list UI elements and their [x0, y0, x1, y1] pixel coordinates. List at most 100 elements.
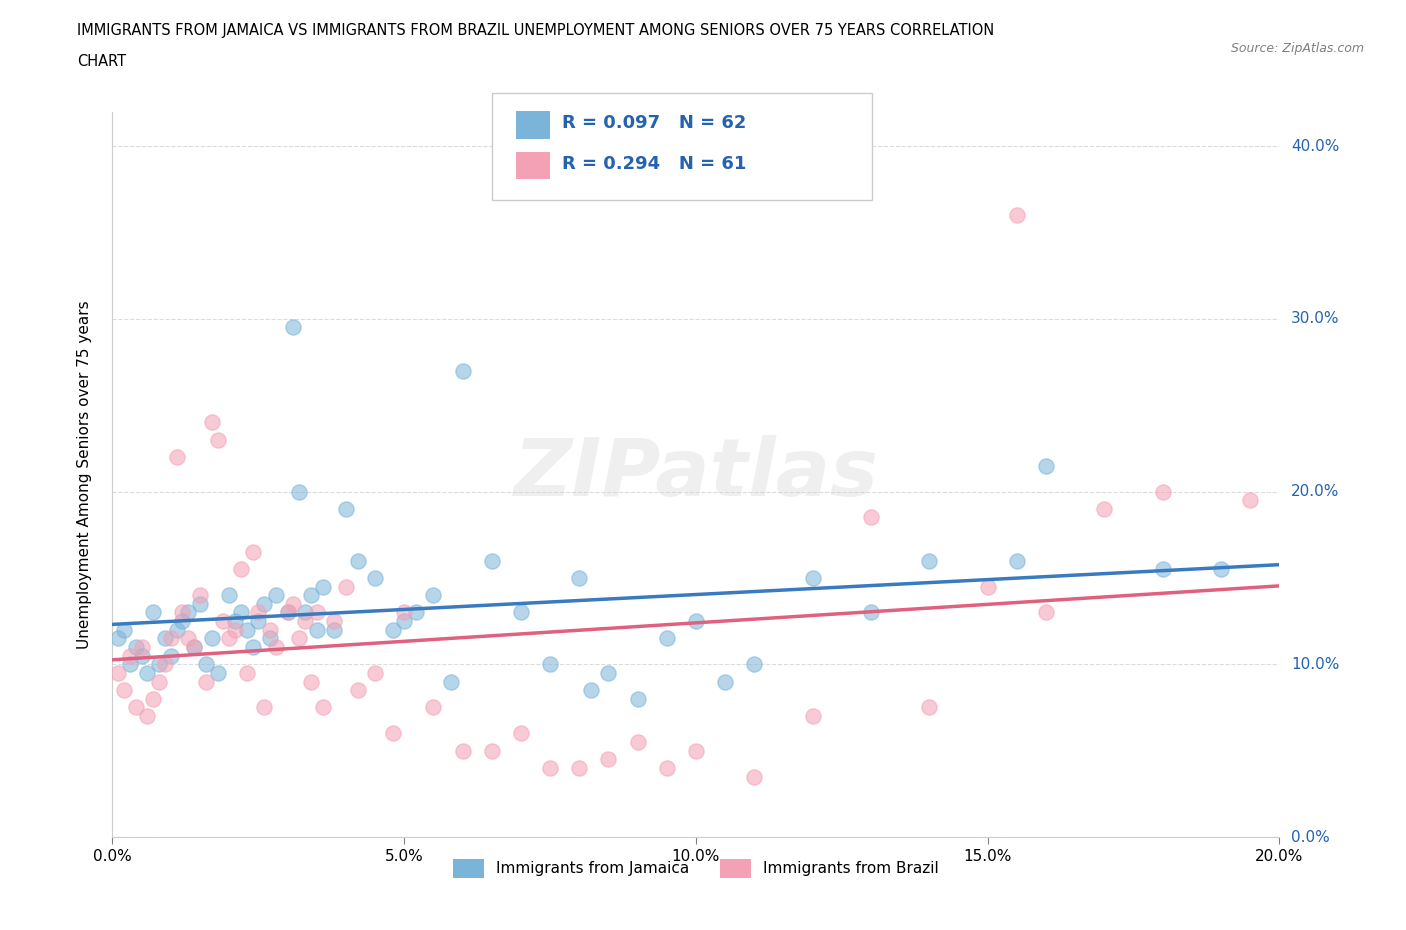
- Point: [253, 596, 276, 611]
- Point: [305, 622, 328, 637]
- Point: [183, 640, 205, 655]
- Point: [422, 588, 444, 603]
- Point: [242, 545, 264, 560]
- Point: [481, 553, 503, 568]
- Point: [1239, 493, 1261, 508]
- Point: [224, 614, 246, 629]
- Point: [323, 614, 346, 629]
- Point: [1209, 562, 1232, 577]
- Point: [405, 605, 427, 620]
- Point: [346, 553, 368, 568]
- Point: [714, 674, 737, 689]
- Point: [172, 614, 194, 629]
- Point: [451, 743, 474, 758]
- Point: [247, 614, 270, 629]
- Point: [112, 622, 135, 637]
- Point: [579, 683, 602, 698]
- Point: [655, 631, 678, 645]
- Point: [299, 588, 322, 603]
- Point: [311, 700, 333, 715]
- Point: [229, 605, 252, 620]
- Point: [364, 666, 387, 681]
- Text: CHART: CHART: [77, 54, 127, 69]
- Point: [118, 648, 141, 663]
- Point: [166, 449, 188, 464]
- Text: 20.0%: 20.0%: [1291, 485, 1340, 499]
- Point: [627, 691, 650, 706]
- Point: [166, 622, 188, 637]
- Point: [299, 674, 322, 689]
- Point: [131, 640, 153, 655]
- Point: [598, 751, 620, 766]
- Point: [288, 631, 311, 645]
- Point: [1094, 501, 1116, 516]
- Point: [177, 631, 200, 645]
- Point: [235, 666, 257, 681]
- Point: [153, 631, 176, 645]
- Text: 0.0%: 0.0%: [1291, 830, 1330, 844]
- Point: [323, 622, 346, 637]
- Point: [276, 605, 298, 620]
- Point: [125, 640, 148, 655]
- Point: [264, 640, 287, 655]
- Point: [183, 640, 205, 655]
- Point: [118, 657, 141, 671]
- Point: [201, 415, 224, 430]
- Point: [655, 761, 678, 776]
- Point: [177, 605, 200, 620]
- Point: [918, 553, 941, 568]
- Text: ZIPatlas: ZIPatlas: [513, 435, 879, 513]
- Point: [218, 588, 240, 603]
- Point: [381, 622, 404, 637]
- Point: [224, 622, 246, 637]
- Point: [311, 579, 333, 594]
- Point: [218, 631, 240, 645]
- Point: [742, 657, 765, 671]
- Point: [801, 570, 824, 585]
- Point: [1005, 553, 1028, 568]
- Point: [685, 743, 707, 758]
- Point: [294, 605, 316, 620]
- Point: [235, 622, 257, 637]
- Point: [283, 596, 305, 611]
- Point: [538, 657, 561, 671]
- Point: [1005, 207, 1028, 222]
- Point: [860, 605, 883, 620]
- Point: [131, 648, 153, 663]
- Point: [276, 605, 298, 620]
- Point: [1035, 605, 1057, 620]
- Point: [976, 579, 998, 594]
- Point: [201, 631, 224, 645]
- Point: [381, 726, 404, 741]
- Point: [422, 700, 444, 715]
- Point: [627, 735, 650, 750]
- Point: [264, 588, 287, 603]
- Point: [918, 700, 941, 715]
- Point: [125, 700, 148, 715]
- Point: [346, 683, 368, 698]
- Point: [742, 769, 765, 784]
- Point: [288, 485, 311, 499]
- Text: Source: ZipAtlas.com: Source: ZipAtlas.com: [1230, 42, 1364, 55]
- Point: [148, 657, 170, 671]
- Point: [207, 432, 229, 447]
- Text: 30.0%: 30.0%: [1291, 312, 1340, 326]
- Point: [259, 631, 281, 645]
- Point: [509, 726, 531, 741]
- Point: [148, 674, 170, 689]
- Point: [194, 657, 217, 671]
- Point: [142, 691, 165, 706]
- Point: [136, 709, 159, 724]
- Text: R = 0.097   N = 62: R = 0.097 N = 62: [562, 113, 747, 132]
- Point: [1035, 458, 1057, 473]
- Point: [172, 605, 194, 620]
- Legend: Immigrants from Jamaica, Immigrants from Brazil: Immigrants from Jamaica, Immigrants from…: [447, 853, 945, 884]
- Point: [188, 588, 211, 603]
- Point: [538, 761, 561, 776]
- Point: [107, 631, 129, 645]
- Point: [153, 657, 176, 671]
- Point: [335, 579, 357, 594]
- Point: [509, 605, 531, 620]
- Point: [364, 570, 387, 585]
- Point: [860, 510, 883, 525]
